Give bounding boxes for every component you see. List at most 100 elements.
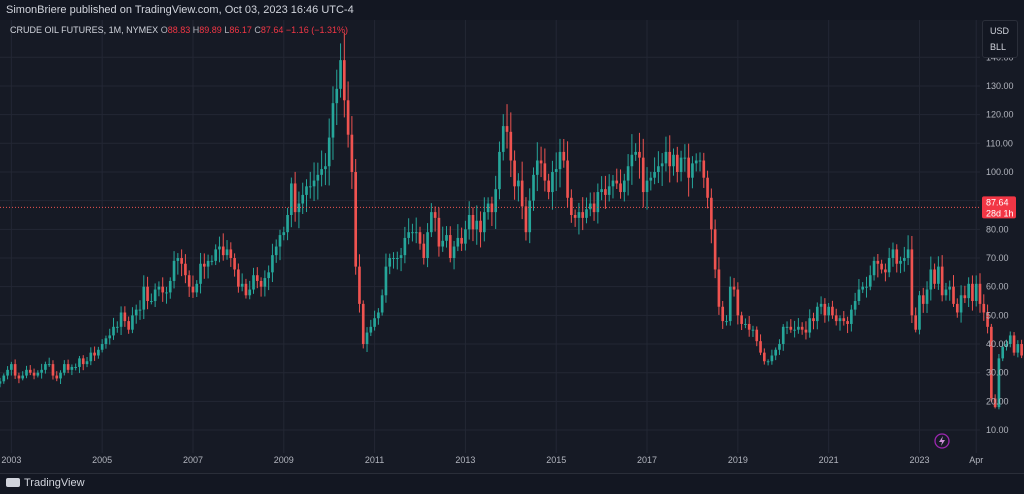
currency-unit-selector[interactable]: USD BLL [982,20,1018,58]
candle-body [199,263,202,284]
candle-body [93,352,96,356]
candle-body [596,192,600,213]
candle-body [641,157,645,193]
candle-body [623,180,626,193]
candle-body [361,303,365,345]
candle-body [498,151,501,190]
legend-low: 86.17 [229,25,252,35]
candle-body [150,301,153,303]
candle-body [955,303,959,313]
candle-body [660,163,664,167]
legend-close: 87.64 [260,25,284,35]
candle-body [350,134,354,172]
y-tick-label: 130.00 [986,81,1014,91]
candle-body [974,283,978,302]
x-tick-label: Apr [969,455,983,465]
candle-body [520,180,524,207]
candle-body [85,361,89,365]
candle-body [172,260,176,281]
candle-body [176,258,180,261]
candle-body [6,369,9,376]
candle-body [857,289,861,302]
candle-body [365,332,369,345]
candle-body [452,246,456,259]
x-axis[interactable]: 2003 2005 2007 2009 2011 2013 2015 2017 2019 2021… [1,455,983,465]
candle-body [475,220,479,230]
candle-body [993,398,997,408]
currency-label[interactable]: USD [990,26,1010,36]
candle-body [694,160,698,164]
tradingview-logo[interactable]: TradingView [6,477,85,489]
unit-label[interactable]: BLL [990,42,1007,52]
candle-body [168,280,172,293]
candle-body [248,289,252,296]
candle-body [581,212,585,218]
candlestick-chart[interactable]: 10.00 20.00 30.00 40.00 50.00 60.00 70.00 80.00… [0,20,1024,473]
candle-body [725,321,728,323]
candle-body [770,355,774,362]
candle-body [0,381,2,384]
candle-body [566,160,569,198]
candle-body [800,326,804,330]
candle-body [793,329,796,331]
candle-body [626,166,630,181]
candle-body [187,275,191,287]
x-tick-label: 2015 [546,455,566,465]
candle-body [827,306,830,316]
candle-body [728,286,732,322]
candle-body [577,212,581,218]
candle-body [838,318,842,322]
candle-body [203,263,206,267]
lightning-icon[interactable] [934,433,950,449]
candle-body [884,269,887,273]
footer: TradingView [0,473,1024,494]
candle-body [812,318,815,322]
candle-body [823,303,827,316]
candle-body [880,263,883,270]
candle-body [1005,344,1008,347]
candle-body [853,301,857,310]
chart-area[interactable] [0,20,1024,473]
candle-body [963,295,967,299]
candle-body [649,177,653,181]
y-tick-label: 10.00 [986,425,1009,435]
y-axis[interactable]: 10.00 20.00 30.00 40.00 50.00 60.00 70.00 80.00… [986,52,1014,435]
candle-body [123,312,127,322]
candle-body [388,258,392,267]
tradingview-logo-icon [6,478,20,487]
candle-body [47,364,51,366]
candle-body [778,344,781,350]
candle-body [937,266,940,284]
candle-body [721,306,725,322]
candle-body [81,358,85,365]
candle-body [675,154,679,172]
candle-body [638,151,641,158]
candle-body [157,286,161,290]
candle-body [63,364,66,373]
candle-body [134,309,138,316]
legend-high: 89.89 [199,25,222,35]
candle-body [411,232,414,234]
y-tick-label: 120.00 [986,110,1014,120]
candle-body [925,289,929,304]
candle-body [868,275,872,287]
candle-body [343,60,346,101]
candle-body [501,126,505,152]
candle-body [891,249,895,259]
candle-body [736,289,740,316]
candle-body [505,126,509,132]
x-tick-label: 2007 [183,455,203,465]
candle-body [740,315,743,324]
candle-body [1008,335,1012,345]
candle-body [40,369,43,373]
candle-body [346,100,350,135]
candle-body [210,260,214,262]
candle-body [653,171,656,178]
candle-body [399,255,403,259]
candle-body [316,174,320,181]
y-tick-label: 30.00 [986,368,1009,378]
candle-body [237,269,240,287]
candle-body [471,214,475,230]
candle-body [634,151,637,155]
candle-body [445,235,448,241]
